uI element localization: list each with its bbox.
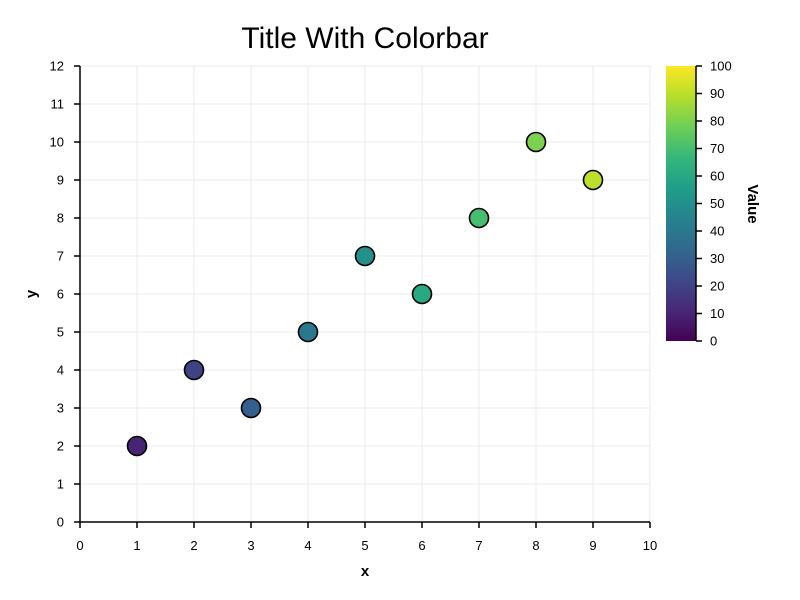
colorbar-tick-label: 60: [710, 169, 724, 184]
colorbar-label: Value: [744, 184, 761, 223]
scatter-point: [183, 359, 205, 381]
y-tick-label: 9: [57, 173, 64, 188]
y-tick-label: 8: [57, 211, 64, 226]
x-tick-label: 10: [643, 538, 657, 553]
scatter-point: [582, 169, 604, 191]
y-tick-label: 12: [50, 59, 64, 74]
x-tick-label: 8: [532, 538, 539, 553]
y-tick-label: 1: [57, 477, 64, 492]
x-tick-label: 9: [589, 538, 596, 553]
colorbar-tick-label: 10: [710, 306, 724, 321]
scatter-point: [468, 207, 490, 229]
x-tick-label: 6: [418, 538, 425, 553]
x-tick-label: 3: [247, 538, 254, 553]
scatter-point: [411, 283, 433, 305]
y-tick-label: 5: [57, 325, 64, 340]
scatter-point: [297, 321, 319, 343]
colorbar-gradient: [666, 66, 696, 341]
x-axis-label: x: [361, 563, 370, 580]
y-tick-label: 7: [57, 249, 64, 264]
y-tick-label: 3: [57, 401, 64, 416]
chart-title: Title With Colorbar: [241, 22, 488, 55]
colorbar-tick-label: 20: [710, 279, 724, 294]
x-tick-label: 1: [133, 538, 140, 553]
x-tick-label: 7: [475, 538, 482, 553]
y-tick-label: 6: [57, 287, 64, 302]
y-tick-label: 4: [57, 363, 64, 378]
colorbar-tick-label: 50: [710, 196, 724, 211]
y-tick-label: 10: [50, 135, 64, 150]
colorbar: 0 10 20 30 40 50 60 70 80 90 100: [666, 59, 732, 349]
x-tick-label: 2: [190, 538, 197, 553]
x-tick-label: 4: [304, 538, 311, 553]
y-axis-label: y: [23, 289, 40, 298]
x-tick-label: 5: [361, 538, 368, 553]
colorbar-tick-label: 70: [710, 141, 724, 156]
x-tick-label: 0: [76, 538, 83, 553]
scatter-point: [525, 131, 547, 153]
y-tick-label: 0: [57, 515, 64, 530]
scatter-point: [240, 397, 262, 419]
colorbar-tick-label: 40: [710, 224, 724, 239]
colorbar-tick-label: 100: [710, 59, 732, 74]
scatter-point: [354, 245, 376, 267]
scatter-point: [126, 435, 148, 457]
colorbar-tick-label: 30: [710, 251, 724, 266]
y-tick-label: 11: [51, 97, 65, 112]
colorbar-tick-label: 90: [710, 86, 724, 101]
y-tick-label: 2: [57, 439, 64, 454]
colorbar-tick-label: 80: [710, 114, 724, 129]
colorbar-tick-label: 0: [710, 334, 717, 349]
